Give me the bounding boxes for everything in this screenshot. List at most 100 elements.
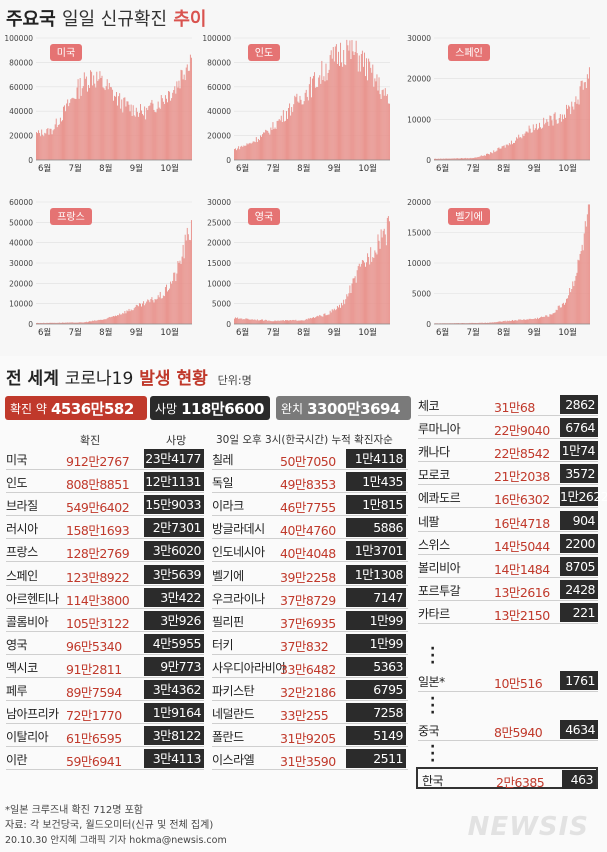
bar bbox=[570, 114, 572, 160]
bar bbox=[56, 322, 58, 324]
bar bbox=[106, 318, 108, 324]
bar bbox=[37, 322, 38, 324]
bar bbox=[184, 234, 186, 324]
bar bbox=[322, 316, 324, 324]
bar bbox=[579, 86, 581, 160]
confirmed-value: 4536만582 bbox=[50, 399, 134, 418]
bar bbox=[378, 240, 380, 324]
table-row: 터키 37만832 1만99 bbox=[212, 633, 408, 655]
bar bbox=[101, 75, 103, 160]
bar bbox=[271, 321, 273, 324]
bar bbox=[237, 317, 239, 324]
bar bbox=[172, 280, 174, 324]
bar bbox=[175, 93, 177, 160]
y-tick-label: 60000 bbox=[9, 198, 33, 207]
chart-6: 0 5000 10000 15000 20000 6월 7월 8월 9월 10월 벨기에 bbox=[400, 196, 596, 348]
bar bbox=[457, 158, 459, 160]
y-tick-label: 10000 bbox=[207, 279, 231, 288]
bar bbox=[171, 98, 173, 160]
bar bbox=[187, 234, 189, 324]
bar bbox=[562, 302, 564, 324]
bar bbox=[238, 146, 240, 160]
bar bbox=[325, 315, 327, 324]
bar bbox=[182, 79, 184, 160]
bar bbox=[178, 80, 180, 160]
table-row: 한국 2만6385 463 bbox=[416, 767, 598, 790]
country-cases: 2만6385 bbox=[496, 775, 545, 790]
table-row: 이탈리아 61만6595 3만8122 bbox=[6, 725, 204, 748]
bar bbox=[558, 305, 560, 324]
bar bbox=[381, 237, 383, 324]
bar bbox=[512, 319, 513, 324]
bar bbox=[556, 123, 558, 160]
country-deaths: 1만1308 bbox=[346, 564, 406, 584]
bar bbox=[80, 95, 82, 160]
bar bbox=[247, 318, 249, 324]
bar bbox=[76, 322, 78, 324]
bar bbox=[118, 315, 120, 324]
country-cases: 40만4048 bbox=[280, 546, 336, 562]
x-tick-label: 9월 bbox=[130, 327, 143, 338]
bar bbox=[497, 321, 499, 324]
bar bbox=[304, 92, 306, 160]
bar bbox=[471, 158, 473, 160]
bar bbox=[117, 105, 119, 160]
bar bbox=[306, 96, 308, 160]
bar bbox=[549, 115, 551, 160]
bar bbox=[479, 156, 481, 160]
bar bbox=[240, 146, 242, 160]
bar bbox=[510, 140, 512, 160]
bar bbox=[327, 72, 329, 160]
country-deaths: 6795 bbox=[346, 680, 406, 699]
country-deaths: 2만7301 bbox=[144, 518, 204, 538]
y-tick-label: 40000 bbox=[9, 107, 33, 116]
bar bbox=[181, 70, 183, 160]
bar bbox=[151, 297, 153, 324]
bar bbox=[43, 136, 45, 160]
bar bbox=[384, 234, 386, 324]
bar bbox=[189, 240, 191, 324]
bar bbox=[486, 322, 487, 324]
bar bbox=[533, 318, 535, 324]
bar bbox=[246, 318, 248, 324]
bar bbox=[140, 104, 141, 160]
bar bbox=[160, 298, 162, 324]
bar bbox=[461, 158, 462, 160]
bar bbox=[356, 270, 358, 324]
bar bbox=[181, 256, 183, 324]
country-name: 인도 bbox=[6, 476, 28, 491]
bar bbox=[297, 101, 299, 160]
bar bbox=[157, 101, 159, 160]
bar bbox=[573, 109, 575, 160]
bar bbox=[386, 217, 388, 324]
bar bbox=[250, 319, 252, 324]
bar bbox=[527, 132, 529, 160]
bar bbox=[501, 146, 503, 160]
bar bbox=[358, 263, 360, 324]
bar bbox=[119, 93, 121, 160]
x-tick-label: 10월 bbox=[160, 327, 179, 338]
bar bbox=[109, 317, 111, 324]
bar bbox=[380, 98, 382, 160]
country-cases: 31만9205 bbox=[280, 731, 336, 747]
bar bbox=[57, 322, 59, 324]
bar bbox=[116, 316, 118, 324]
bar bbox=[582, 89, 584, 160]
country-deaths: 2428 bbox=[560, 579, 598, 599]
bar bbox=[498, 321, 500, 324]
bar bbox=[117, 315, 119, 324]
country-deaths: 3만5639 bbox=[144, 564, 204, 584]
bar bbox=[57, 125, 59, 160]
y-tick-label: 40000 bbox=[207, 107, 231, 116]
x-tick-label: 8월 bbox=[297, 163, 310, 174]
bar bbox=[535, 319, 537, 324]
confirmed-label: 확진 약 bbox=[10, 401, 47, 416]
bar bbox=[291, 107, 293, 160]
bar bbox=[132, 105, 134, 160]
bar bbox=[156, 108, 158, 160]
bar bbox=[74, 322, 76, 324]
bar bbox=[266, 319, 268, 324]
bar bbox=[79, 322, 81, 324]
bar bbox=[81, 322, 83, 324]
bar bbox=[564, 114, 565, 160]
